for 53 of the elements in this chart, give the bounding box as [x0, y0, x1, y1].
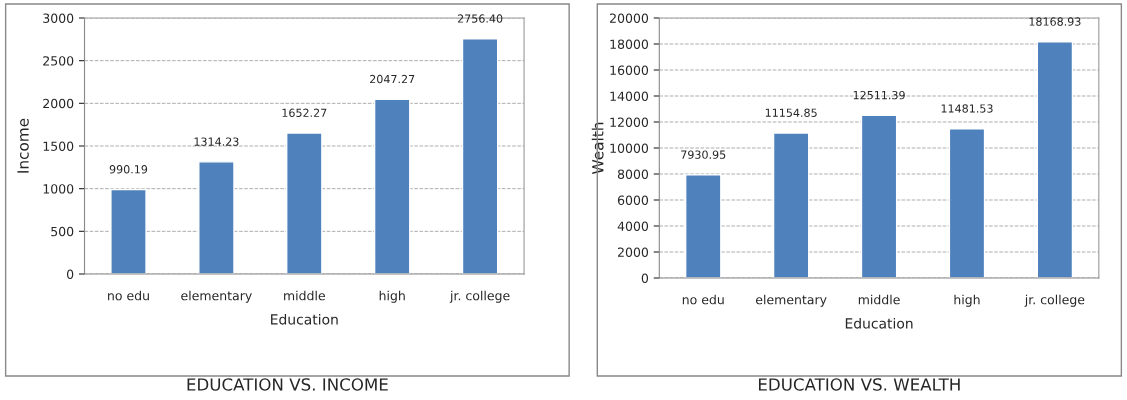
data-label: 11481.53 — [941, 104, 993, 113]
y-tick-label: 2500 — [43, 56, 74, 66]
y-tick-label: 14000 — [610, 91, 649, 101]
bar — [461, 38, 499, 274]
bar — [286, 132, 323, 274]
y-tick-label: 1500 — [43, 141, 74, 151]
y-tick-label: 6000 — [617, 195, 649, 205]
data-label: 990.19 — [109, 165, 148, 174]
bar — [684, 174, 722, 278]
x-tick-label: no edu — [108, 290, 149, 301]
data-label: 1652.27 — [282, 108, 327, 117]
x-tick-label: middle — [284, 290, 325, 301]
y-tick-label: 10000 — [610, 143, 649, 153]
x-tick-label: jr. college — [449, 290, 510, 303]
x-tick-label: elementary — [755, 294, 827, 307]
x-tick-label: elementary — [181, 290, 252, 303]
bar — [772, 132, 810, 278]
x-axis-title: Education — [271, 313, 338, 325]
bar — [1036, 41, 1074, 278]
y-tick-label: 20000 — [610, 13, 649, 23]
y-tick-label: 2000 — [43, 98, 74, 109]
bar — [860, 114, 898, 278]
y-tick-label: 4000 — [617, 221, 649, 231]
data-label: 12511.39 — [853, 90, 905, 100]
bar — [373, 98, 411, 274]
bar — [110, 188, 147, 274]
x-tick-label: high — [379, 290, 405, 303]
y-tick-label: 16000 — [610, 65, 649, 75]
data-label: 2047.27 — [370, 74, 415, 84]
x-tick-label: no edu — [682, 294, 724, 305]
bar — [198, 161, 235, 274]
y-tick-label: 1000 — [43, 184, 74, 194]
data-label: 1314.23 — [194, 137, 239, 146]
y-tick-label: 8000 — [617, 169, 649, 179]
x-axis-title: Education — [845, 317, 913, 329]
data-label: 2756.40 — [457, 14, 503, 23]
data-label: 7930.95 — [681, 150, 726, 159]
y-tick-label: 2000 — [617, 247, 649, 257]
y-tick-label: 18000 — [610, 39, 649, 49]
y-tick-label: 500 — [51, 226, 74, 237]
text: EDUCATION VS. WEALTH — [758, 378, 960, 391]
y-tick-label: 12000 — [610, 117, 649, 127]
y-tick-label: 0 — [66, 269, 74, 279]
y-tick-label: 0 — [641, 273, 649, 283]
text: EDUCATION VS. INCOME — [187, 378, 388, 391]
data-label: 11154.85 — [765, 108, 817, 117]
bar — [948, 128, 986, 278]
data-label: 18168.93 — [1029, 17, 1081, 26]
x-tick-label: middle — [858, 294, 900, 305]
x-tick-label: high — [954, 294, 980, 307]
x-tick-label: jr. college — [1024, 294, 1085, 307]
y-axis-title: Income — [17, 118, 29, 173]
y-tick-label: 3000 — [43, 13, 74, 23]
